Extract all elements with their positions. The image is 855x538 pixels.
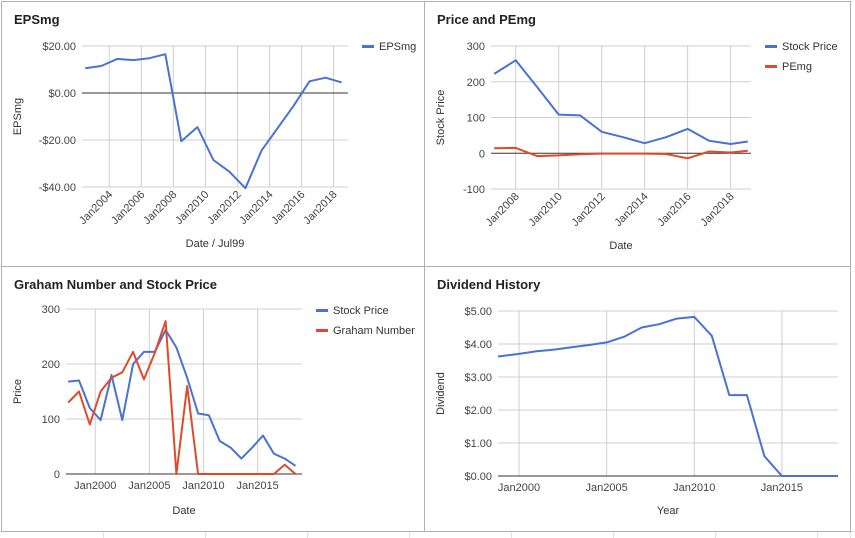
x-tick-label: Jan2014 (612, 191, 650, 229)
dividend-history-chart: $0.00 $1.00 $2.00 $3.00 $4.00 $5.00 Jan2000 Jan… (435, 306, 838, 517)
y-tick-label: -$20.00 (39, 135, 76, 147)
x-tick-label: Jan2008 (141, 189, 179, 227)
y-tick-label: $0.00 (464, 471, 492, 483)
x-tick-label: Jan2012 (205, 189, 243, 227)
y-tick-label: $1.00 (464, 438, 492, 450)
y-tick-label: 0 (479, 148, 485, 160)
chart-title: Dividend History (437, 277, 541, 292)
y-tick-label: 300 (467, 41, 485, 53)
x-tick-label: Jan2015 (237, 480, 279, 492)
chart-title: Price and PEmg (437, 12, 536, 27)
chart-panel-epsmg: EPSmg -$40.00 -$20.00 $0.00 $20.00 Jan2004 Ja… (1, 1, 425, 267)
legend-label: Stock Price (333, 305, 389, 317)
y-tick-label: $20.00 (42, 41, 76, 53)
y-tick-label: $2.00 (464, 405, 492, 417)
x-tick-label: Jan2005 (128, 480, 170, 492)
x-tick-label: Jan2014 (237, 189, 275, 227)
x-axis-title: Date (172, 505, 195, 517)
chart-title: Graham Number and Stock Price (14, 277, 218, 292)
y-tick-label: 100 (467, 113, 485, 125)
chart-panel-graham-number: Graham Number and Stock Price 0 100 200 300… (1, 266, 425, 532)
x-tick-label: Jan2012 (569, 191, 607, 229)
legend-swatch (765, 45, 777, 48)
x-axis-title: Year (657, 505, 680, 517)
series-line-0 (493, 59, 748, 145)
chart-panel-price-pemg: Price and PEmg -100 0 100 200 300 Jan2008 Jan2… (424, 1, 851, 267)
y-axis-title: Stock Price (435, 90, 447, 146)
y-axis-title: EPSmg (12, 98, 24, 135)
y-axis-title: Price (12, 379, 24, 404)
y-tick-label: $4.00 (464, 339, 492, 351)
x-tick-label: Jan2006 (109, 189, 147, 227)
x-tick-label: Jan2018 (301, 189, 339, 227)
series-line-1 (67, 320, 297, 475)
y-axis-title: Dividend (435, 372, 447, 415)
x-tick-label: Jan2010 (173, 189, 211, 227)
y-tick-label: 300 (42, 304, 60, 316)
legend-label: Graham Number (333, 325, 415, 337)
legend-swatch (316, 309, 328, 312)
y-tick-label: $3.00 (464, 372, 492, 384)
series-line-0 (68, 328, 297, 467)
legend-label: PEmg (782, 61, 812, 73)
x-tick-label: Jan2010 (673, 482, 715, 494)
legend-swatch (765, 65, 777, 68)
x-tick-label: Jan2005 (586, 482, 628, 494)
x-tick-label: Jan2015 (761, 482, 803, 494)
x-tick-label: Jan2018 (698, 191, 736, 229)
y-tick-label: 200 (467, 77, 485, 89)
graham-number-chart: 0 100 200 300 Jan2000 Jan2005 Jan2010 Jan2015 Da… (12, 304, 415, 517)
x-tick-label: Jan2010 (526, 191, 564, 229)
y-tick-label: $0.00 (48, 88, 76, 100)
legend-label: EPSmg (379, 41, 416, 53)
x-tick-label: Jan2000 (498, 482, 540, 494)
y-tick-label: -$40.00 (39, 182, 76, 194)
x-tick-label: Jan2010 (182, 480, 224, 492)
y-tick-label: -100 (463, 184, 485, 196)
x-tick-label: Jan2016 (655, 191, 693, 229)
series-line-1 (494, 146, 748, 160)
x-tick-label: Jan2008 (483, 191, 521, 229)
legend-label: Stock Price (782, 41, 838, 53)
y-tick-label: 0 (54, 469, 60, 481)
chart-panel-dividend-history: Dividend History $0.00 $1.00 $2.00 $3.00 $4.… (424, 266, 851, 532)
x-tick-label: Jan2004 (77, 189, 115, 227)
series-line-0 (85, 53, 342, 190)
y-tick-label: $5.00 (464, 306, 492, 318)
x-tick-label: Jan2000 (74, 480, 116, 492)
y-tick-label: 100 (42, 414, 60, 426)
x-axis-title: Date (609, 240, 632, 252)
series-line-0 (497, 315, 838, 477)
epsmg-chart: -$40.00-$20.00$0.00$20.00Jan2004Jan2006J… (12, 41, 416, 250)
chart-title: EPSmg (14, 12, 60, 27)
legend-swatch (362, 45, 374, 48)
x-tick-label: Jan2016 (269, 189, 307, 227)
y-tick-label: 200 (42, 359, 60, 371)
x-axis-title: Date / Jul99 (186, 238, 245, 250)
legend-swatch (316, 329, 328, 332)
